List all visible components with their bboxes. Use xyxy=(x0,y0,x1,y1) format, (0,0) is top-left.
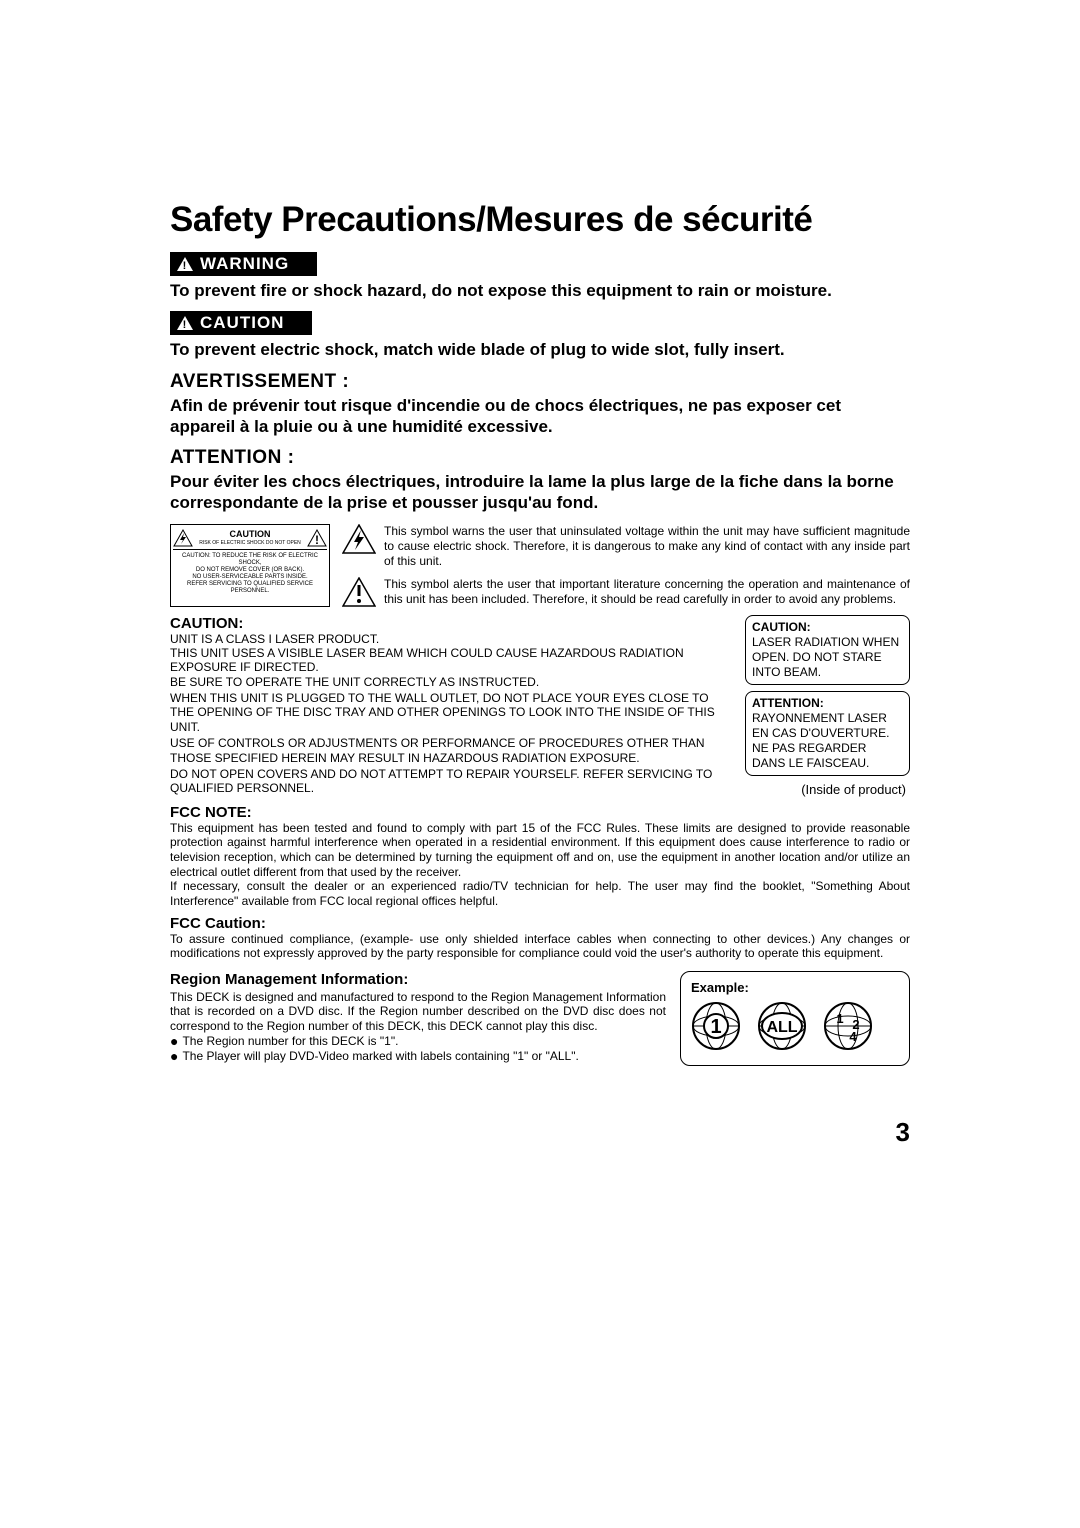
region-example-box: Example: 1 ALL xyxy=(680,971,910,1066)
caution-text: To prevent electric shock, match wide bl… xyxy=(170,339,910,360)
fcc-caution-heading: FCC Caution: xyxy=(170,915,910,932)
svg-text:!: ! xyxy=(315,533,319,547)
laser-p4: DO NOT OPEN COVERS AND DO NOT ATTEMPT TO… xyxy=(170,767,731,796)
svg-text:1: 1 xyxy=(836,1011,843,1026)
plate-line1: CAUTION: TO REDUCE THE RISK OF ELECTRIC … xyxy=(173,553,327,567)
symbol-row: CAUTION RISK OF ELECTRIC SHOCK DO NOT OP… xyxy=(170,524,910,607)
svg-text:!: ! xyxy=(183,319,188,331)
page-title: Safety Precautions/Mesures de sécurité xyxy=(170,200,910,240)
bullet-icon: ● xyxy=(170,1049,178,1065)
warning-text: To prevent fire or shock hazard, do not … xyxy=(170,280,910,301)
caution-triangle-icon: ! xyxy=(176,315,194,331)
caution-plate: CAUTION RISK OF ELECTRIC SHOCK DO NOT OP… xyxy=(170,524,330,607)
example-label: Example: xyxy=(691,980,899,995)
region-bullet2: The Player will play DVD-Video marked wi… xyxy=(182,1049,578,1065)
bolt-triangle-icon xyxy=(173,529,193,547)
caution-label: CAUTION xyxy=(200,313,284,333)
box-caution: CAUTION: LASER RADIATION WHEN OPEN. DO N… xyxy=(745,615,910,685)
plate-line4: REFER SERVICING TO QUALIFIED SERVICE PER… xyxy=(173,581,327,595)
bullet-icon: ● xyxy=(170,1034,178,1050)
box-attention-label: ATTENTION: xyxy=(752,696,824,710)
fcc-caution-text: To assure continued compliance, (example… xyxy=(170,932,910,961)
region-globe-1-icon: 1 xyxy=(691,1001,741,1051)
avert-heading: AVERTISSEMENT : xyxy=(170,371,910,393)
laser-caution-row: CAUTION: UNIT IS A CLASS I LASER PRODUCT… xyxy=(170,615,910,798)
box-caution-text: LASER RADIATION WHEN OPEN. DO NOT STARE … xyxy=(752,635,899,679)
excl-icon xyxy=(342,577,376,607)
warning-triangle-icon: ! xyxy=(176,256,194,272)
laser-p3: USE OF CONTROLS OR ADJUSTMENTS OR PERFOR… xyxy=(170,736,731,765)
box-attention: ATTENTION: RAYONNEMENT LASER EN CAS D'OU… xyxy=(745,691,910,776)
laser-p1: UNIT IS A CLASS I LASER PRODUCT. THIS UN… xyxy=(170,632,731,690)
caution-badge: ! CAUTION xyxy=(170,311,312,335)
bolt-symbol-text: This symbol warns the user that uninsula… xyxy=(384,524,910,569)
plate-line3: NO USER-SERVICEABLE PARTS INSIDE. xyxy=(173,574,327,581)
region-globe-124-icon: 1 2 4 xyxy=(823,1001,873,1051)
region-row: Region Management Information: This DECK… xyxy=(170,971,910,1066)
bolt-icon xyxy=(342,524,376,554)
plate-caption: CAUTION xyxy=(230,529,271,539)
excl-triangle-icon: ! xyxy=(307,529,327,547)
box-caution-label: CAUTION: xyxy=(752,620,811,634)
avert-text: Afin de prévenir tout risque d'incendie … xyxy=(170,395,910,438)
plate-line2: DO NOT REMOVE COVER (OR BACK). xyxy=(173,567,327,574)
attention-text: Pour éviter les chocs électriques, intro… xyxy=(170,471,910,514)
box-attention-text: RAYONNEMENT LASER EN CAS D'OUVERTURE. NE… xyxy=(752,711,889,770)
region-bullet1: The Region number for this DECK is "1". xyxy=(182,1034,398,1050)
inside-note: (Inside of product) xyxy=(745,782,910,797)
svg-text:1: 1 xyxy=(710,1016,721,1038)
laser-p2: WHEN THIS UNIT IS PLUGGED TO THE WALL OU… xyxy=(170,691,731,734)
warning-label: WARNING xyxy=(200,254,289,274)
region-globe-all-icon: ALL xyxy=(757,1001,807,1051)
fcc-section: FCC NOTE: This equipment has been tested… xyxy=(170,804,910,961)
excl-symbol-text: This symbol alerts the user that importa… xyxy=(384,577,910,607)
svg-text:4: 4 xyxy=(849,1029,857,1044)
laser-caution-heading: CAUTION: xyxy=(170,615,731,632)
page-number: 3 xyxy=(896,1117,910,1148)
fcc-note-heading: FCC NOTE: xyxy=(170,804,910,821)
svg-text:ALL: ALL xyxy=(766,1019,797,1036)
plate-risk: RISK OF ELECTRIC SHOCK DO NOT OPEN xyxy=(199,540,301,546)
svg-text:!: ! xyxy=(183,260,188,272)
region-text: This DECK is designed and manufactured t… xyxy=(170,990,666,1034)
warning-badge: ! WARNING xyxy=(170,252,317,276)
fcc-note-text: This equipment has been tested and found… xyxy=(170,821,910,909)
attention-heading: ATTENTION : xyxy=(170,447,910,469)
region-heading: Region Management Information: xyxy=(170,971,666,988)
